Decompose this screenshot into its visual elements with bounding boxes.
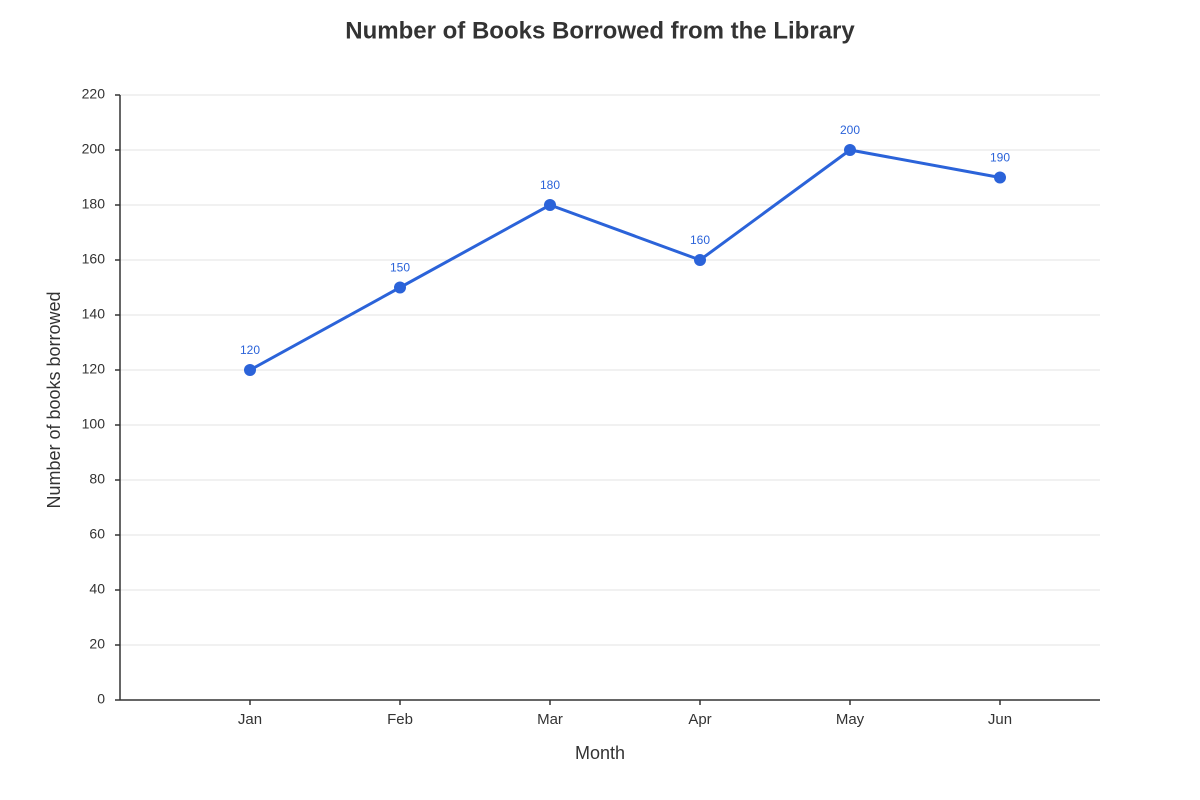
y-tick-label: 220 — [82, 86, 106, 102]
data-label: 160 — [690, 233, 710, 247]
y-tick-label: 100 — [82, 416, 106, 432]
chart-title: Number of Books Borrowed from the Librar… — [345, 17, 855, 44]
x-tick-label: Jan — [238, 711, 262, 728]
point — [844, 144, 856, 156]
x-tick-label: Mar — [537, 711, 563, 728]
y-tick-label: 40 — [89, 581, 105, 597]
y-tick-label: 200 — [82, 141, 106, 157]
y-axis-label: Number of books borrowed — [44, 291, 64, 508]
data-label: 180 — [540, 178, 560, 192]
x-tick-label: Apr — [688, 711, 711, 728]
data-label: 190 — [990, 151, 1010, 165]
y-tick-label: 120 — [82, 361, 106, 377]
data-label: 120 — [240, 343, 260, 357]
y-tick-label: 140 — [82, 306, 106, 322]
x-tick-label: May — [836, 711, 865, 728]
y-tick-label: 60 — [89, 526, 105, 542]
y-tick-label: 180 — [82, 196, 106, 212]
y-tick-label: 0 — [97, 691, 105, 707]
y-tick-label: 20 — [89, 636, 105, 652]
point — [244, 364, 256, 376]
y-tick-label: 80 — [89, 471, 105, 487]
data-label: 200 — [840, 123, 860, 137]
point — [994, 171, 1006, 184]
x-tick-label: Feb — [387, 711, 413, 728]
data-label: 150 — [390, 261, 410, 275]
line — [249, 148, 1001, 372]
point — [394, 281, 406, 294]
point — [544, 199, 556, 211]
point — [694, 254, 706, 266]
x-axis-label: Month — [575, 743, 625, 763]
y-tick-label: 160 — [82, 251, 106, 267]
x-tick-label: Jun — [988, 711, 1012, 728]
